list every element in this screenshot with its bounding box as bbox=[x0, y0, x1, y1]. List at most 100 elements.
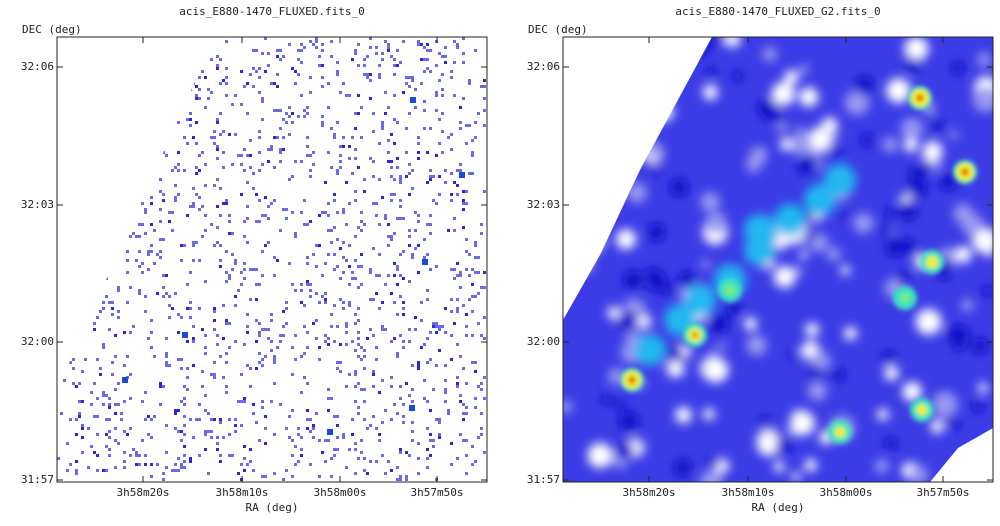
pixel bbox=[180, 367, 183, 370]
pixel bbox=[306, 112, 309, 115]
pixel bbox=[291, 373, 294, 376]
pixel bbox=[162, 472, 165, 475]
pixel bbox=[453, 181, 456, 184]
pixel bbox=[138, 454, 141, 457]
pixel bbox=[336, 73, 339, 76]
pixel bbox=[474, 241, 477, 244]
blob bbox=[615, 229, 637, 250]
pixel bbox=[375, 346, 378, 349]
pixel bbox=[189, 124, 192, 127]
pixel bbox=[321, 121, 324, 124]
pixel bbox=[171, 169, 174, 172]
pixel bbox=[345, 385, 348, 388]
pixel bbox=[300, 454, 303, 457]
pixel bbox=[465, 382, 468, 385]
blob bbox=[951, 61, 964, 75]
pixel bbox=[156, 124, 159, 127]
pixel bbox=[168, 295, 171, 298]
pixel bbox=[171, 307, 174, 310]
pixel bbox=[204, 346, 207, 349]
pixel bbox=[192, 241, 195, 244]
pixel bbox=[177, 430, 180, 433]
pixel bbox=[117, 133, 120, 136]
pixel bbox=[450, 193, 453, 196]
pixel bbox=[108, 301, 111, 304]
pixel bbox=[381, 127, 384, 130]
pixel bbox=[411, 388, 414, 391]
pixel bbox=[360, 283, 363, 286]
pixel bbox=[384, 112, 387, 115]
pixel bbox=[321, 43, 324, 46]
pixel bbox=[462, 97, 465, 100]
pixel bbox=[102, 469, 105, 472]
pixel bbox=[144, 211, 147, 214]
pixel bbox=[387, 46, 390, 49]
pixel bbox=[195, 85, 198, 88]
pixel bbox=[423, 58, 426, 61]
pixel bbox=[69, 463, 72, 466]
pixel bbox=[93, 328, 96, 331]
pixel bbox=[177, 469, 180, 472]
pixel bbox=[123, 451, 126, 454]
blob bbox=[576, 254, 594, 273]
pixel bbox=[381, 301, 384, 304]
pixel bbox=[195, 193, 198, 196]
pixel bbox=[444, 391, 447, 394]
pixel bbox=[321, 64, 324, 67]
pixel bbox=[387, 274, 390, 277]
pixel bbox=[465, 325, 468, 328]
pixel bbox=[441, 151, 444, 154]
pixel bbox=[396, 313, 399, 316]
source bbox=[961, 168, 969, 176]
pixel bbox=[363, 388, 366, 391]
pixel bbox=[267, 64, 270, 67]
pixel bbox=[213, 361, 216, 364]
pixel bbox=[246, 181, 249, 184]
pixel bbox=[72, 358, 75, 361]
pixel bbox=[294, 160, 297, 163]
pixel bbox=[165, 79, 168, 82]
pixel bbox=[231, 232, 234, 235]
pixel bbox=[336, 211, 339, 214]
blob bbox=[831, 368, 845, 382]
pixel bbox=[108, 43, 111, 46]
pixel bbox=[225, 202, 228, 205]
pixel bbox=[465, 190, 468, 193]
pixel bbox=[234, 262, 237, 265]
pixel bbox=[342, 271, 345, 274]
blob bbox=[563, 130, 575, 150]
pixel bbox=[159, 385, 162, 388]
pixel bbox=[426, 49, 429, 52]
pixel bbox=[129, 235, 132, 238]
pixel bbox=[177, 163, 180, 166]
smoothed-image bbox=[563, 37, 993, 482]
pixel bbox=[111, 208, 114, 211]
pixel bbox=[276, 49, 279, 52]
blob bbox=[930, 419, 944, 434]
pixel bbox=[189, 205, 192, 208]
pixel bbox=[444, 364, 447, 367]
pixel bbox=[345, 343, 348, 346]
pixel bbox=[255, 49, 258, 52]
pixel bbox=[108, 328, 111, 331]
blob bbox=[631, 140, 641, 151]
pixel bbox=[339, 91, 342, 94]
blob bbox=[607, 306, 621, 320]
blob bbox=[636, 39, 653, 55]
pixel bbox=[264, 214, 267, 217]
pixel bbox=[354, 385, 357, 388]
pixel bbox=[195, 97, 198, 100]
pixel bbox=[96, 316, 99, 319]
pixel bbox=[201, 385, 204, 388]
pixel bbox=[471, 445, 474, 448]
pixel bbox=[321, 451, 324, 454]
blob bbox=[972, 400, 984, 413]
pixel bbox=[273, 361, 276, 364]
blob bbox=[839, 209, 849, 219]
pixel bbox=[474, 256, 477, 259]
blob bbox=[674, 459, 692, 477]
pixel bbox=[477, 436, 480, 439]
blob bbox=[666, 345, 684, 363]
pixel bbox=[390, 469, 393, 472]
pixel bbox=[480, 412, 483, 415]
